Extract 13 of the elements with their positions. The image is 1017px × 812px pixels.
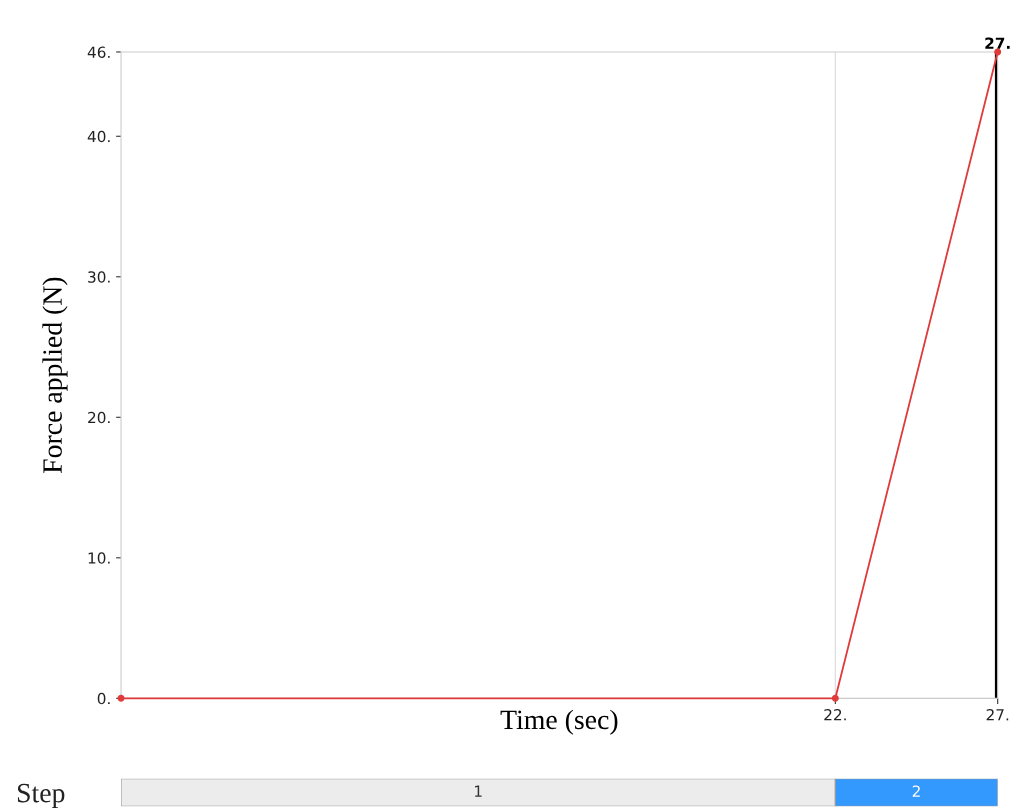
y-tick-label: 0.	[97, 692, 110, 705]
y-tick-label: 30.	[88, 271, 110, 283]
y-axis-title: Force applied (N)	[42, 277, 68, 474]
x-axis-title: Time (sec)	[500, 709, 618, 735]
series-label: 1	[475, 785, 482, 797]
y-tick-label: 10.	[88, 552, 110, 564]
y-tick-label: 20.	[88, 411, 110, 424]
y-tick-label: 46.	[87, 46, 110, 58]
series-label: 2	[912, 785, 920, 797]
y-tick-label: Step	[17, 783, 65, 809]
x-tick-label: 22.	[824, 709, 846, 721]
y-tick-label: 40.	[87, 130, 110, 143]
ref-line-label: 27.	[985, 37, 1010, 49]
